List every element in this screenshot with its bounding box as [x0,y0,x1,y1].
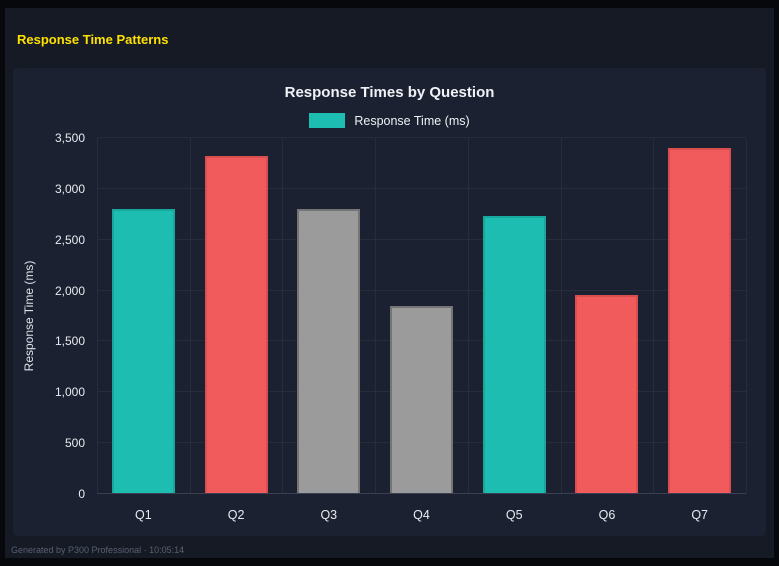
bar-column [468,138,561,494]
bar-q5[interactable] [482,216,546,494]
v-gridline [189,138,191,494]
x-tick-label: Q1 [135,508,152,522]
y-tick-label: 2,500 [54,232,85,247]
legend-label: Response Time (ms) [354,113,470,128]
y-tick-label: 3,000 [54,181,85,196]
v-gridline [560,138,562,494]
v-gridline [97,138,98,494]
y-tick-label: 1,000 [54,385,85,400]
v-gridline [282,138,284,494]
bar-column [375,138,468,494]
bars-container [97,138,746,494]
bar-q3[interactable] [297,209,361,494]
chart-legend[interactable]: Response Time (ms) [13,113,766,128]
y-tick-label: 1,500 [54,334,85,349]
bar-column [282,138,375,494]
h-gridline [97,289,746,291]
v-gridline [746,138,747,494]
bar-column [653,138,746,494]
chart-title: Response Times by Question [284,84,495,101]
page-title: Response Time Patterns [17,32,169,47]
y-tick-label: 2,000 [54,283,85,298]
h-gridline [97,187,746,189]
bar-column [190,138,283,494]
y-tick-label: 0 [78,487,85,501]
x-tick-label: Q6 [598,508,616,522]
plot-area [97,137,747,494]
bar-column [561,138,654,494]
page-background: Response Time Patterns Response Times by… [5,8,774,558]
x-tick-label: Q5 [505,508,523,522]
h-gridline [97,137,746,138]
y-tick-label: 3,500 [54,131,85,145]
bar-q1[interactable] [111,209,175,494]
h-gridline [97,238,746,240]
x-axis: Q1 Q2 Q3 Q4 Q5 Q6 Q7 [97,508,746,522]
footer-text: Generated by P300 Professional · 10:05:1… [11,545,185,555]
v-gridline [375,138,377,494]
bar-q4[interactable] [389,305,454,494]
y-axis-label: Response Time (ms) [22,260,36,372]
x-tick-label: Q2 [227,508,245,522]
x-tick-label: Q4 [413,508,430,522]
v-gridline [653,138,655,494]
x-axis-line [97,493,746,494]
chart-card: Response Times by Question Response Time… [13,68,766,536]
legend-swatch [309,113,346,128]
bar-q2[interactable] [204,156,268,494]
x-tick-label: Q7 [691,508,709,522]
x-tick-label: Q3 [320,508,338,522]
bar-q7[interactable] [668,148,732,494]
y-tick-label: 500 [64,436,85,451]
v-gridline [467,138,469,494]
y-axis: Response Time (ms) 0 500 1,000 1,500 2,000 2,… [13,131,95,501]
bar-column [97,138,190,494]
bar-q6[interactable] [575,294,639,494]
